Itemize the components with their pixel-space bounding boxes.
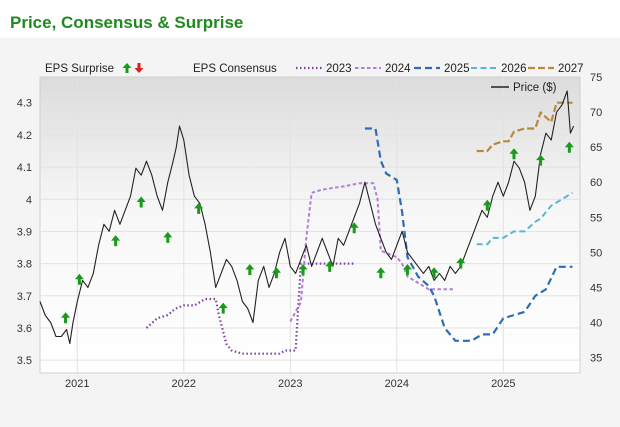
plot-area: [39, 76, 581, 374]
right-axis-tick-label: 60: [590, 177, 602, 189]
legend-down-arrow-icon: [134, 63, 144, 73]
price-series-line: [39, 90, 575, 345]
surprise-up-arrow-marker: [245, 264, 255, 276]
surprise-up-arrow-marker: [271, 267, 281, 279]
left-axis-tick-label: 3.6: [17, 323, 32, 335]
left-axis-tick-label: 4: [26, 194, 32, 206]
legend-up-arrow-icon: [122, 63, 132, 73]
legend-eps-consensus-label: EPS Consensus: [193, 63, 277, 75]
legend-2023-label: 2023: [326, 63, 352, 75]
left-axis-tick-label: 3.8: [17, 259, 32, 271]
x-axis-tick-label: 2025: [491, 378, 515, 390]
right-axis-tick-label: 35: [590, 353, 602, 365]
surprise-up-arrow-marker: [429, 267, 439, 279]
surprise-up-arrow-marker: [325, 260, 335, 272]
surprise-up-arrow-marker: [298, 264, 308, 276]
consensus-2027-series-line: [476, 101, 573, 153]
surprise-up-arrow-marker: [402, 264, 412, 276]
left-axis-tick-label: 4.2: [17, 130, 32, 142]
consensus-2025-series-line: [364, 127, 573, 342]
surprise-up-arrow-marker: [163, 231, 173, 243]
legend-2025-label: 2025: [444, 63, 470, 75]
chart-title: Price, Consensus & Surprise: [10, 13, 244, 32]
surprise-up-arrow-marker: [61, 312, 71, 324]
left-axis-tick-label: 4.1: [17, 162, 32, 174]
x-axis-tick-label: 2023: [278, 378, 302, 390]
right-axis-tick-label: 65: [590, 142, 602, 154]
consensus-2023-series-line: [145, 262, 355, 355]
legend-2026-label: 2026: [501, 63, 527, 75]
surprise-up-arrow-marker: [482, 199, 492, 211]
legend-2024-label: 2024: [385, 63, 411, 75]
surprise-up-arrow-marker: [376, 267, 386, 279]
legend-2027-label: 2027: [558, 63, 584, 75]
left-axis-tick-label: 3.7: [17, 291, 32, 303]
surprise-up-arrow-marker: [536, 154, 546, 166]
surprise-up-arrow-marker: [136, 196, 146, 208]
left-axis-tick-label: 4.3: [17, 98, 32, 110]
right-axis-tick-label: 50: [590, 247, 602, 259]
legend-price-label: Price ($): [513, 82, 557, 94]
surprise-up-arrow-marker: [564, 141, 574, 153]
left-axis-tick-label: 3.5: [17, 355, 32, 367]
right-axis-tick-label: 55: [590, 212, 602, 224]
surprise-up-arrow-marker: [74, 273, 84, 285]
left-axis-tick-label: 3.9: [17, 226, 32, 238]
x-axis-tick-label: 2022: [172, 378, 196, 390]
right-axis-tick-label: 40: [590, 317, 602, 329]
x-axis-tick-label: 2024: [385, 378, 409, 390]
right-axis-tick-label: 75: [590, 72, 602, 84]
surprise-up-arrow-marker: [194, 202, 204, 214]
surprise-up-arrow-marker: [349, 222, 359, 234]
surprise-up-arrow-marker: [509, 148, 519, 160]
right-axis-tick-label: 70: [590, 107, 602, 119]
legend-eps-surprise-label: EPS Surprise: [45, 63, 114, 75]
surprise-up-arrow-marker: [218, 302, 228, 314]
surprise-up-arrow-marker: [111, 235, 121, 247]
right-axis-tick-label: 45: [590, 282, 602, 294]
x-axis-tick-label: 2021: [65, 378, 89, 390]
surprise-up-arrow-marker: [456, 257, 466, 269]
